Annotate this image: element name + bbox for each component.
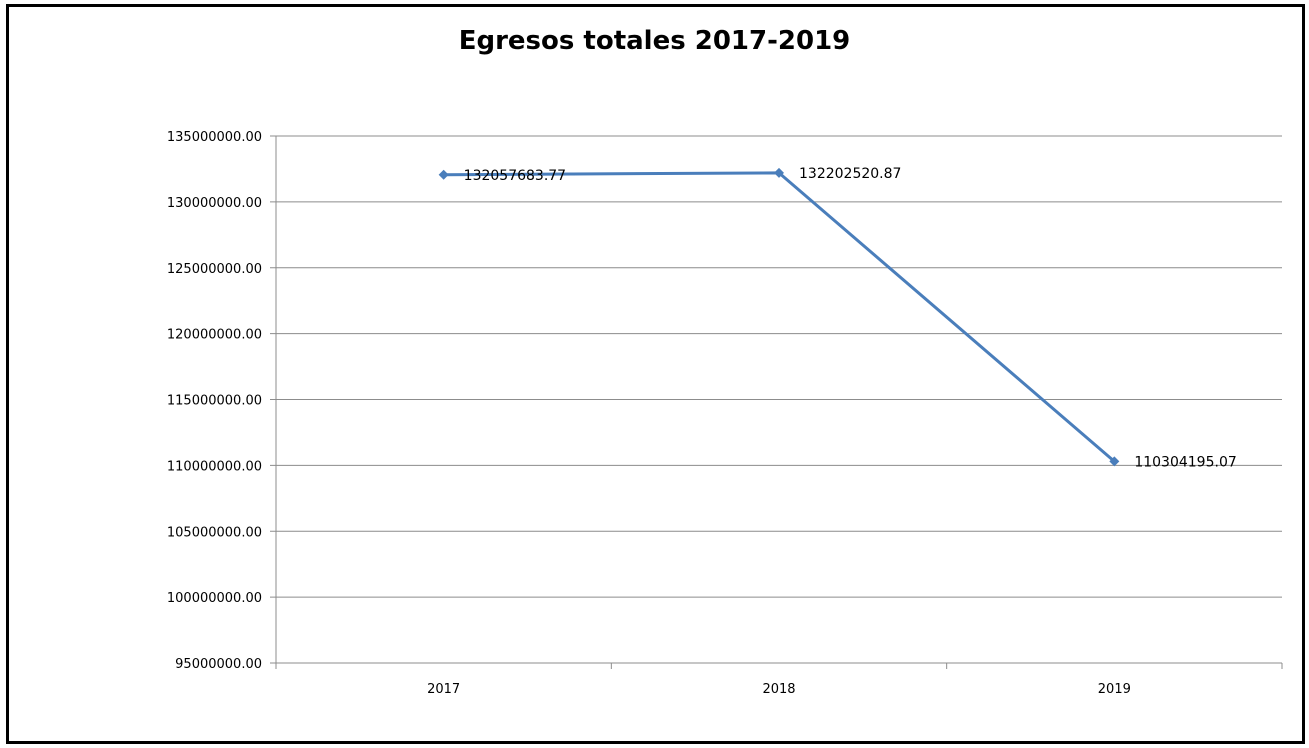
y-tick-label: 130000000.00 bbox=[167, 196, 262, 211]
data-point bbox=[1109, 456, 1120, 467]
x-tick-labels: 2017 2018 2019 bbox=[427, 682, 1131, 697]
y-tick-label: 105000000.00 bbox=[167, 525, 262, 540]
y-tick-label: 100000000.00 bbox=[167, 591, 262, 606]
chart-title: Egresos totales 2017-2019 bbox=[458, 26, 851, 56]
x-tick-label: 2019 bbox=[1098, 682, 1131, 697]
data-label: 132202520.87 bbox=[799, 166, 901, 182]
x-tick-label: 2017 bbox=[427, 682, 460, 697]
y-tick-label: 135000000.00 bbox=[167, 130, 262, 145]
y-tick-label: 125000000.00 bbox=[167, 262, 262, 277]
data-point bbox=[438, 169, 449, 180]
y-tick-label: 110000000.00 bbox=[167, 459, 262, 474]
data-label: 132057683.77 bbox=[464, 168, 566, 184]
data-label: 110304195.07 bbox=[1134, 454, 1236, 470]
chart-frame bbox=[6, 4, 1305, 744]
gridlines bbox=[276, 135, 1282, 598]
x-tick-label: 2018 bbox=[762, 682, 795, 697]
y-tick-label: 115000000.00 bbox=[167, 394, 262, 409]
series-line bbox=[443, 171, 1116, 463]
axes bbox=[270, 135, 1283, 669]
y-tick-labels: 135000000.00 130000000.00 125000000.00 1200… bbox=[167, 130, 262, 672]
y-tick-label: 120000000.00 bbox=[167, 328, 262, 343]
y-tick-label: 95000000.00 bbox=[175, 657, 262, 672]
series bbox=[438, 167, 1120, 467]
data-labels: 132057683.77 132202520.87 110304195.07 bbox=[464, 166, 1237, 471]
data-point bbox=[774, 167, 784, 178]
